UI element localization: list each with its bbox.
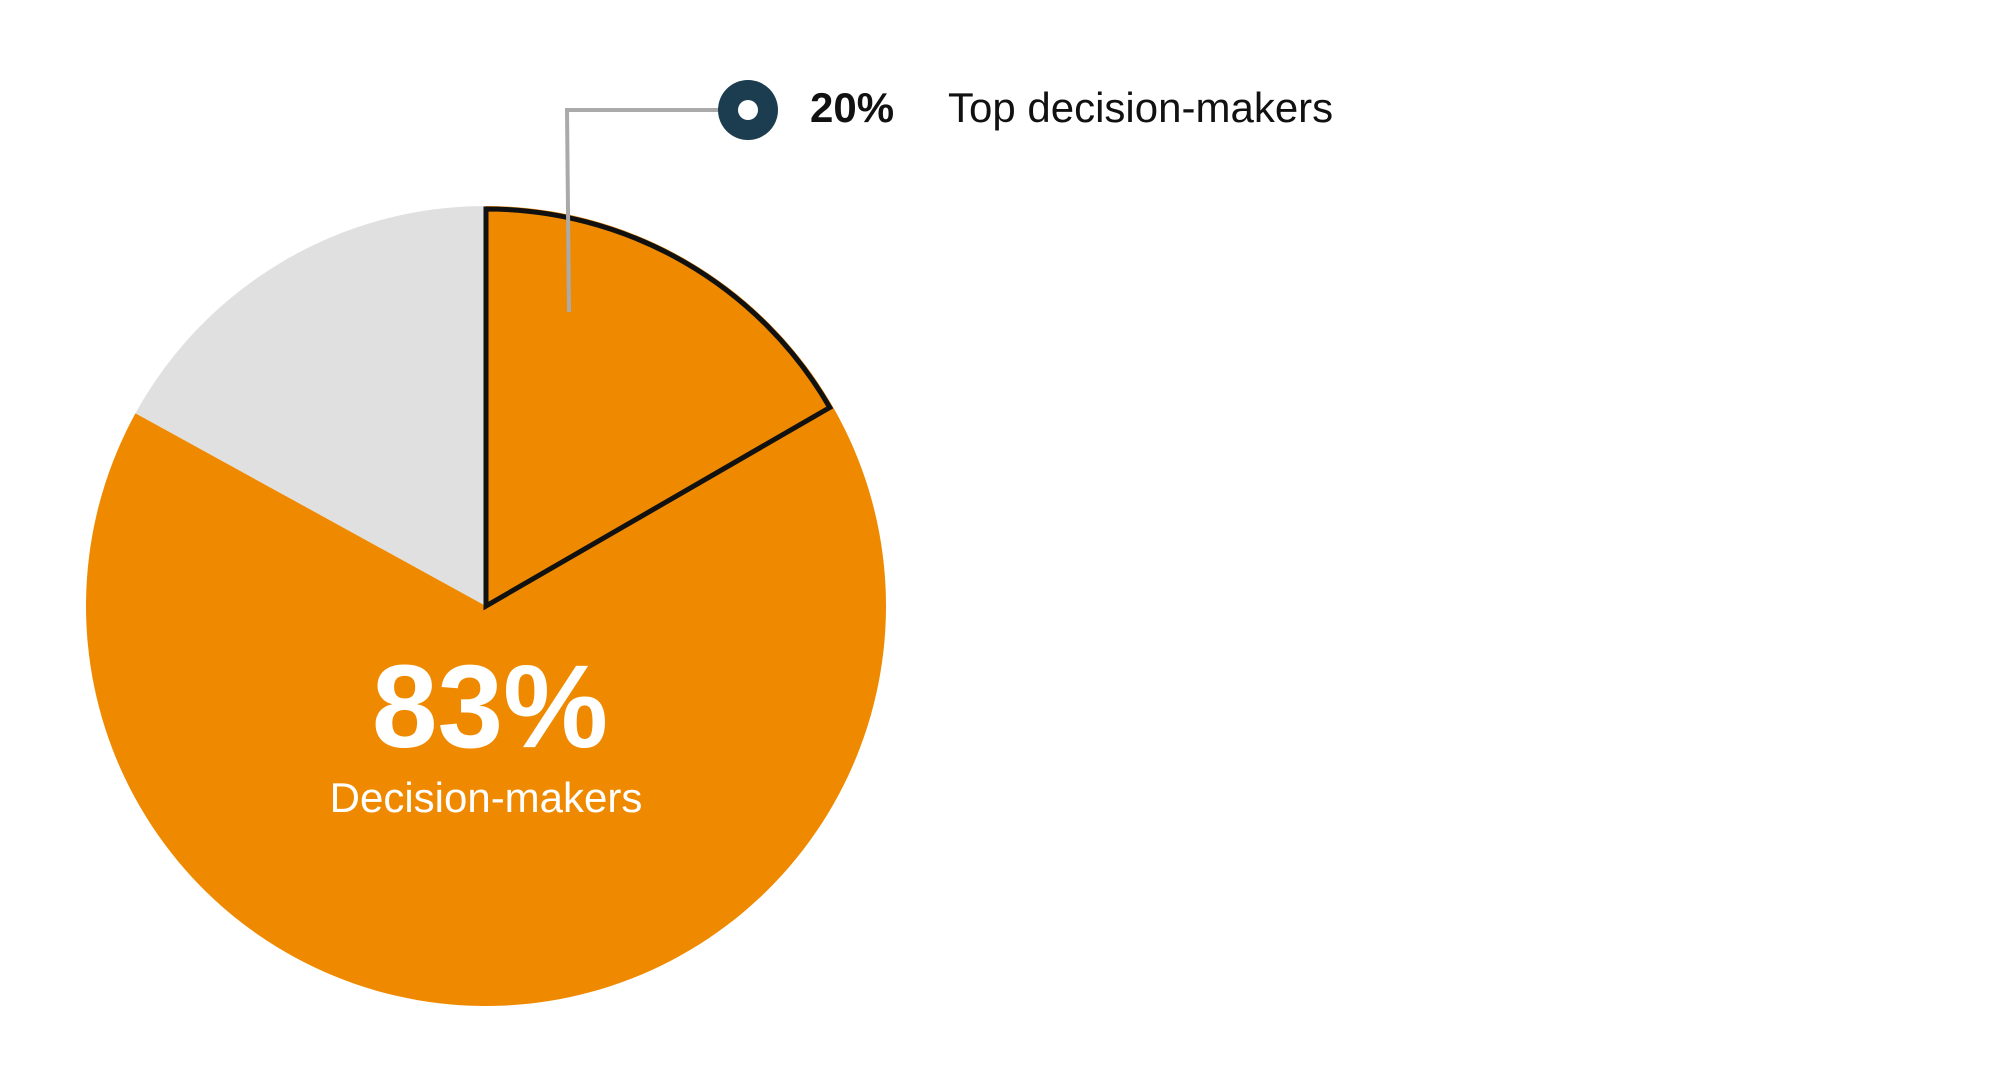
main-slice-category-label: Decision-makers: [330, 774, 643, 821]
main-slice-value-label: 83%: [372, 641, 608, 773]
callout-category-label: Top decision-makers: [948, 84, 1333, 131]
pie-slice-top-decision-makers: [483, 206, 834, 611]
callout-marker-icon-center: [738, 100, 758, 120]
pie-slice-other: [135, 206, 487, 606]
callout-value-label: 20%: [810, 84, 894, 131]
callout-leader-line: [564, 108, 722, 313]
